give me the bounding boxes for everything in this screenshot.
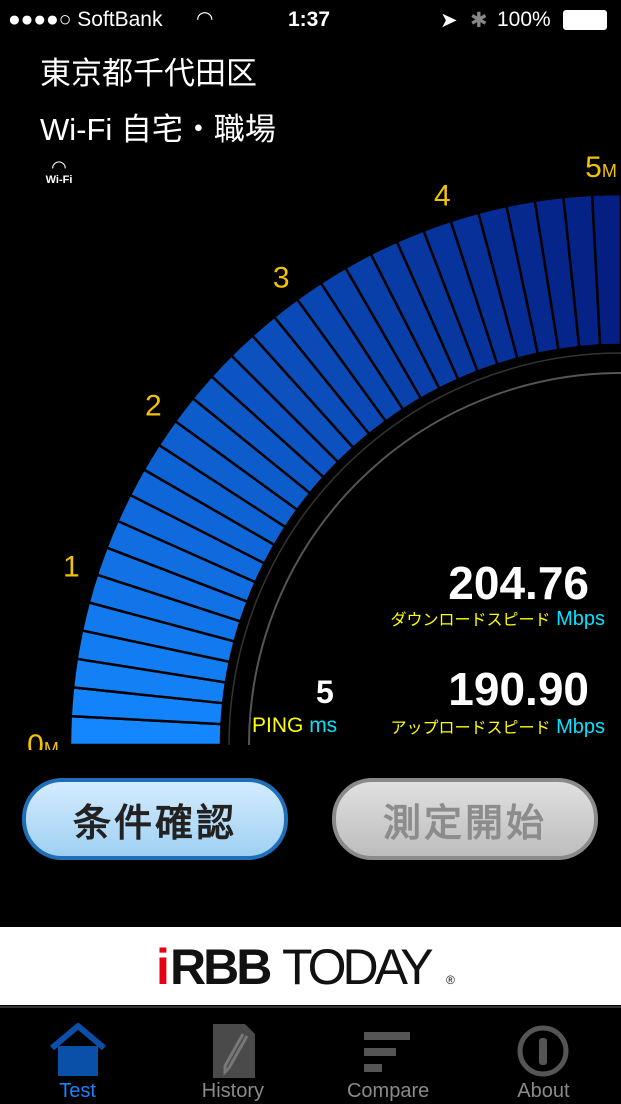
rbb-today-banner[interactable]: i RBB TODAY ® bbox=[0, 927, 621, 1005]
download-value: 204.76 bbox=[448, 557, 589, 609]
rbb-today-logo: i RBB TODAY ® bbox=[156, 939, 455, 994]
tab-test[interactable]: Test bbox=[0, 1008, 155, 1104]
carrier: ●●●●○ SoftBank bbox=[8, 8, 163, 31]
wifi-badge-text: Wi-Fi bbox=[45, 174, 73, 186]
edit-icon bbox=[212, 1024, 255, 1078]
home-icon bbox=[49, 1023, 106, 1076]
status-bar: ●●●●○ SoftBank ◠ 1:37 ➤ ✱ 100% bbox=[0, 0, 621, 40]
ping-label: PING bbox=[252, 714, 304, 737]
gauge-segment bbox=[590, 192, 621, 347]
location-arrow-icon: ➤ bbox=[440, 9, 458, 32]
conditions-button[interactable]: 条件確認 bbox=[22, 778, 288, 860]
ping-value: 5 bbox=[316, 674, 334, 710]
svg-text:TODAY: TODAY bbox=[282, 939, 433, 994]
wifi-signal-icon: ◠ bbox=[196, 8, 214, 30]
tab-label: Compare bbox=[346, 1080, 430, 1102]
battery-icon bbox=[563, 10, 607, 30]
tab-about[interactable]: About bbox=[466, 1008, 621, 1104]
tab-label: About bbox=[517, 1080, 570, 1102]
tab-label: Test bbox=[59, 1080, 96, 1102]
tab-label: History bbox=[201, 1080, 264, 1102]
info-icon bbox=[517, 1025, 569, 1077]
gauge-tick-label: 0M bbox=[27, 729, 59, 750]
gauge-tick-label: 1 bbox=[63, 550, 80, 583]
speed-gauge: 0M 1 2 3 4 5M bbox=[27, 151, 621, 750]
svg-text:RBB: RBB bbox=[170, 939, 270, 994]
gauge-tick-label: 5M bbox=[585, 151, 617, 184]
location-label: 東京都千代田区 bbox=[40, 56, 257, 91]
wifi-icon: ◠ Wi-Fi bbox=[42, 158, 76, 186]
gauge-inner-arc bbox=[228, 352, 621, 746]
clock: 1:37 bbox=[288, 8, 331, 31]
upload-label: アップロードスピード bbox=[390, 720, 551, 737]
gauge-tick-label: 4 bbox=[434, 179, 451, 212]
bars-icon bbox=[364, 1032, 411, 1072]
upload-unit: Mbps bbox=[556, 716, 605, 738]
tab-bar: Test History Compare About bbox=[0, 1006, 621, 1104]
connection-label: Wi-Fi 自宅・職場 bbox=[40, 112, 276, 147]
download-unit: Mbps bbox=[556, 608, 605, 630]
svg-text:®: ® bbox=[446, 973, 455, 987]
ping-unit: ms bbox=[309, 714, 338, 737]
upload-value: 190.90 bbox=[448, 663, 589, 715]
download-label: ダウンロードスピード bbox=[390, 612, 551, 629]
bluetooth-icon: ✱ bbox=[470, 9, 488, 32]
gauge-inner-arc bbox=[248, 372, 621, 746]
gauge-tick-label: 3 bbox=[273, 261, 290, 294]
gauge-tick-label: 2 bbox=[145, 389, 162, 422]
battery-percent: 100% bbox=[497, 8, 551, 31]
tab-history[interactable]: History bbox=[155, 1008, 310, 1104]
svg-text:i: i bbox=[156, 939, 167, 994]
tab-compare[interactable]: Compare bbox=[311, 1008, 466, 1104]
start-test-button[interactable]: 測定開始 bbox=[332, 778, 598, 860]
